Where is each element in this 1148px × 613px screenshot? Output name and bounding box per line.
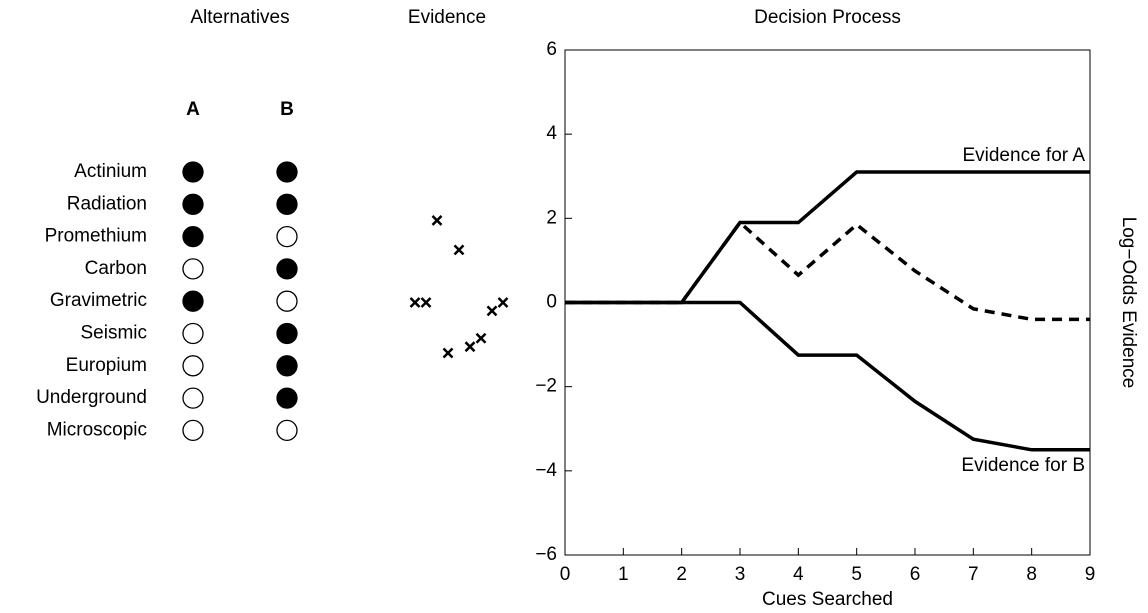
cue-label: Carbon <box>85 258 147 279</box>
series-line <box>565 170 1090 305</box>
evidence-marker <box>486 305 498 317</box>
cue-dot <box>182 322 204 345</box>
x-tick-label: 2 <box>676 564 687 585</box>
evidence-marker <box>409 297 421 308</box>
y-tick-label: 0 <box>546 292 557 313</box>
x-tick-label: 8 <box>1026 564 1037 585</box>
x-tick-label: 4 <box>793 564 804 585</box>
column-header: B <box>280 99 294 120</box>
cue-dot <box>276 161 298 183</box>
cue-label: Gravimetric <box>50 290 147 311</box>
cue-label: Microscopic <box>47 419 147 440</box>
series-line <box>565 219 1090 322</box>
evidence-marker <box>464 341 476 353</box>
cue-label: Europium <box>66 355 147 376</box>
x-axis-label: Cues Searched <box>762 589 893 610</box>
y-tick-label: −6 <box>535 544 557 565</box>
evidence-marker <box>475 332 487 344</box>
cue-dot <box>276 355 298 377</box>
series-line <box>565 300 1090 452</box>
cue-label: Underground <box>36 387 147 408</box>
cue-dot <box>276 322 298 345</box>
cue-dot <box>182 193 204 215</box>
cue-dot <box>182 161 204 183</box>
cue-dot <box>182 290 204 312</box>
x-tick-label: 1 <box>618 564 629 585</box>
y-tick-label: 2 <box>546 207 557 228</box>
series-label: Evidence for B <box>961 455 1085 476</box>
cue-dot <box>276 225 298 248</box>
y-axis-label: Log−Odds Evidence <box>1118 217 1139 389</box>
x-tick-label: 5 <box>851 564 862 585</box>
evidence-marker <box>420 297 432 308</box>
cue-dot <box>276 419 298 442</box>
cue-dot <box>182 355 204 377</box>
cue-dot <box>276 258 298 280</box>
panel-title: Evidence <box>408 7 486 28</box>
panel-title: Alternatives <box>190 7 289 28</box>
chart-title: Decision Process <box>754 7 901 28</box>
y-tick-label: 4 <box>546 123 557 144</box>
series-label: Evidence for A <box>962 145 1085 166</box>
cue-dot <box>182 225 204 248</box>
evidence-marker <box>431 215 443 226</box>
cue-dot <box>276 193 298 215</box>
evidence-marker <box>497 297 509 308</box>
x-tick-label: 9 <box>1085 564 1096 585</box>
cue-label: Actinium <box>74 161 147 182</box>
cue-dot <box>182 258 204 280</box>
cue-label: Promethium <box>45 226 147 247</box>
x-tick-label: 6 <box>910 564 921 585</box>
evidence-marker <box>453 244 465 256</box>
cue-dot <box>276 387 298 409</box>
cue-label: Seismic <box>80 323 147 344</box>
y-tick-label: −2 <box>535 376 557 397</box>
x-tick-label: 0 <box>560 564 571 585</box>
y-tick-label: −4 <box>535 460 557 481</box>
x-tick-label: 3 <box>735 564 746 585</box>
cue-dot <box>276 290 298 312</box>
column-header: A <box>186 99 200 120</box>
cue-dot <box>182 419 204 442</box>
y-tick-label: 6 <box>546 39 557 60</box>
evidence-marker <box>442 347 454 359</box>
cue-dot <box>182 387 204 409</box>
x-tick-label: 7 <box>968 564 979 585</box>
cue-label: Radiation <box>67 193 147 214</box>
